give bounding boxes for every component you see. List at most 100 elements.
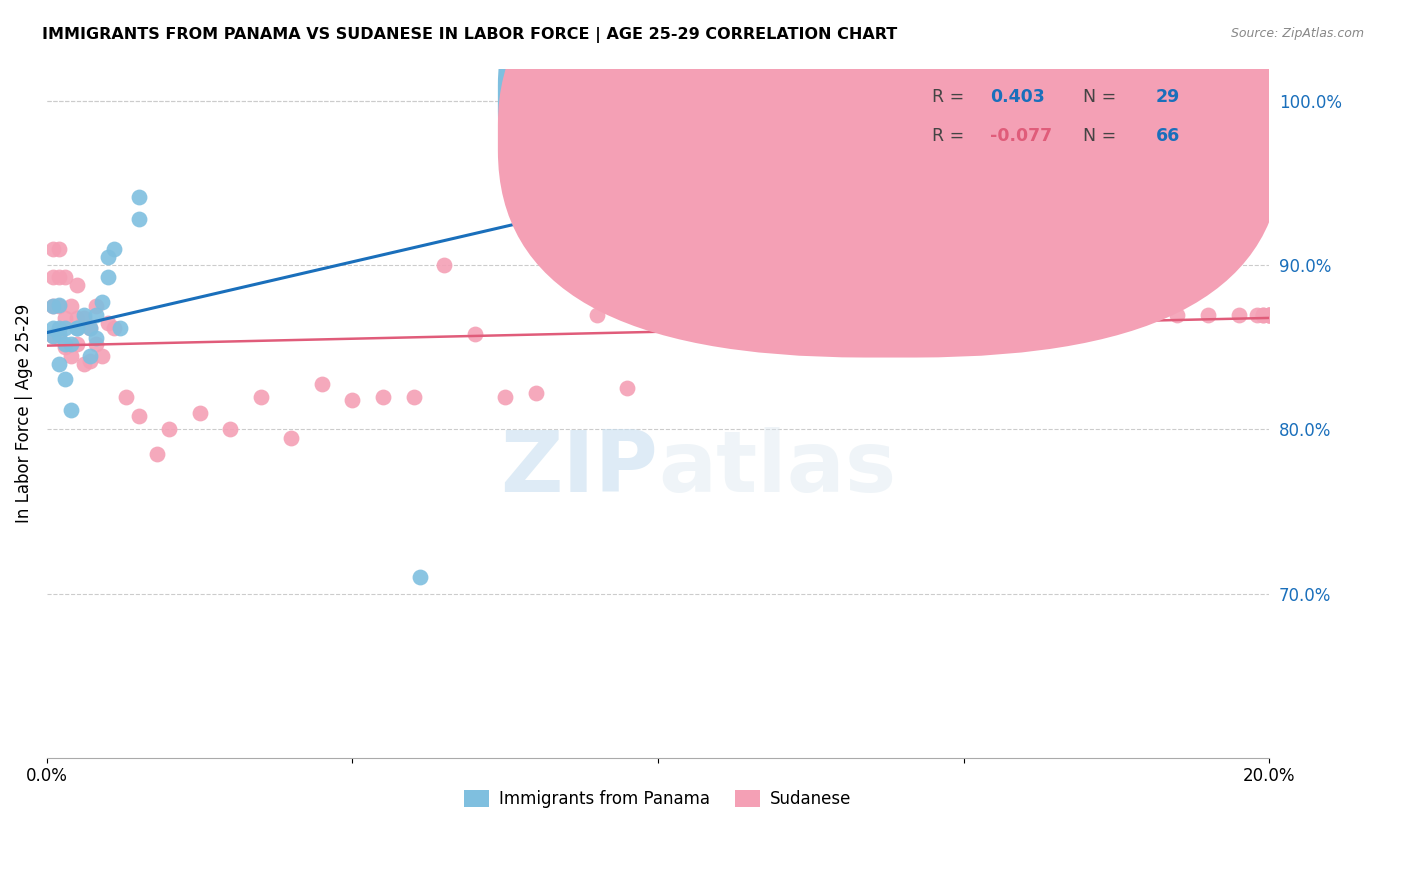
Point	[60, 402, 83, 417]
Point	[48, 357, 70, 371]
Point	[42, 300, 65, 314]
Point	[90, 294, 112, 309]
Point	[103, 320, 125, 334]
Point	[983, 308, 1005, 322]
Point	[219, 422, 242, 436]
Text: 66: 66	[1156, 128, 1180, 145]
Point	[342, 392, 364, 407]
Y-axis label: In Labor Force | Age 25-29: In Labor Force | Age 25-29	[15, 303, 32, 523]
Point	[66, 310, 89, 325]
Point	[66, 320, 89, 334]
Point	[408, 570, 430, 584]
Point	[84, 337, 107, 351]
Point	[433, 259, 456, 273]
Point	[42, 242, 65, 256]
Point	[647, 310, 669, 325]
Text: 0.403: 0.403	[990, 88, 1045, 106]
Point	[48, 242, 70, 256]
Text: IMMIGRANTS FROM PANAMA VS SUDANESE IN LABOR FORCE | AGE 25-29 CORRELATION CHART: IMMIGRANTS FROM PANAMA VS SUDANESE IN LA…	[42, 27, 897, 43]
Point	[1197, 308, 1219, 322]
Point	[1258, 308, 1281, 322]
Point	[1251, 308, 1274, 322]
Point	[1136, 308, 1159, 322]
Point	[616, 382, 638, 396]
Point	[84, 300, 107, 314]
FancyBboxPatch shape	[498, 0, 1282, 358]
Point	[97, 316, 120, 330]
Point	[79, 320, 101, 334]
Point	[72, 357, 94, 371]
Point	[48, 269, 70, 284]
Point	[1258, 308, 1281, 322]
Point	[103, 242, 125, 256]
Text: R =: R =	[932, 88, 970, 106]
Point	[146, 447, 169, 461]
Point	[1043, 308, 1066, 322]
Point	[1246, 308, 1268, 322]
Point	[586, 308, 609, 322]
Point	[60, 337, 83, 351]
Point	[84, 308, 107, 322]
Point	[952, 300, 974, 314]
Point	[42, 329, 65, 343]
Point	[128, 212, 150, 227]
Point	[707, 291, 730, 305]
Point	[48, 330, 70, 344]
Point	[769, 300, 792, 314]
Point	[48, 300, 70, 314]
Point	[1074, 308, 1097, 322]
Point	[48, 327, 70, 342]
Point	[402, 390, 425, 404]
Text: N =: N =	[1073, 88, 1122, 106]
Point	[66, 337, 89, 351]
Point	[128, 409, 150, 424]
Text: N =: N =	[1073, 128, 1122, 145]
Point	[464, 327, 486, 342]
Point	[311, 376, 333, 391]
Text: R =: R =	[932, 128, 970, 145]
Point	[157, 422, 180, 436]
Text: ZIP: ZIP	[501, 426, 658, 509]
Point	[53, 320, 76, 334]
Point	[110, 320, 132, 334]
Point	[53, 310, 76, 325]
Point	[42, 269, 65, 284]
Point	[42, 320, 65, 334]
Point	[53, 371, 76, 385]
Point	[66, 320, 89, 334]
Point	[1166, 308, 1188, 322]
Point	[42, 300, 65, 314]
Point	[79, 320, 101, 334]
Point	[53, 341, 76, 355]
Point	[738, 300, 761, 314]
Point	[738, 95, 761, 109]
Point	[1258, 308, 1281, 322]
FancyBboxPatch shape	[498, 0, 1282, 318]
Point	[1105, 308, 1128, 322]
Point	[42, 329, 65, 343]
Point	[79, 349, 101, 363]
Point	[494, 390, 516, 404]
Point	[280, 431, 302, 445]
Point	[66, 278, 89, 293]
Text: -0.077: -0.077	[990, 128, 1053, 145]
Point	[188, 406, 211, 420]
FancyBboxPatch shape	[848, 72, 1244, 161]
Legend: Immigrants from Panama, Sudanese: Immigrants from Panama, Sudanese	[457, 783, 858, 814]
Point	[1227, 308, 1250, 322]
Text: atlas: atlas	[658, 426, 896, 509]
Point	[97, 269, 120, 284]
Point	[830, 300, 852, 314]
Point	[53, 337, 76, 351]
Point	[53, 269, 76, 284]
Point	[60, 300, 83, 314]
Point	[891, 300, 914, 314]
Point	[48, 298, 70, 312]
Point	[1258, 308, 1281, 322]
Point	[72, 308, 94, 322]
Point	[249, 390, 271, 404]
Point	[707, 95, 730, 109]
Text: 29: 29	[1156, 88, 1180, 106]
Point	[371, 390, 394, 404]
Text: Source: ZipAtlas.com: Source: ZipAtlas.com	[1230, 27, 1364, 40]
